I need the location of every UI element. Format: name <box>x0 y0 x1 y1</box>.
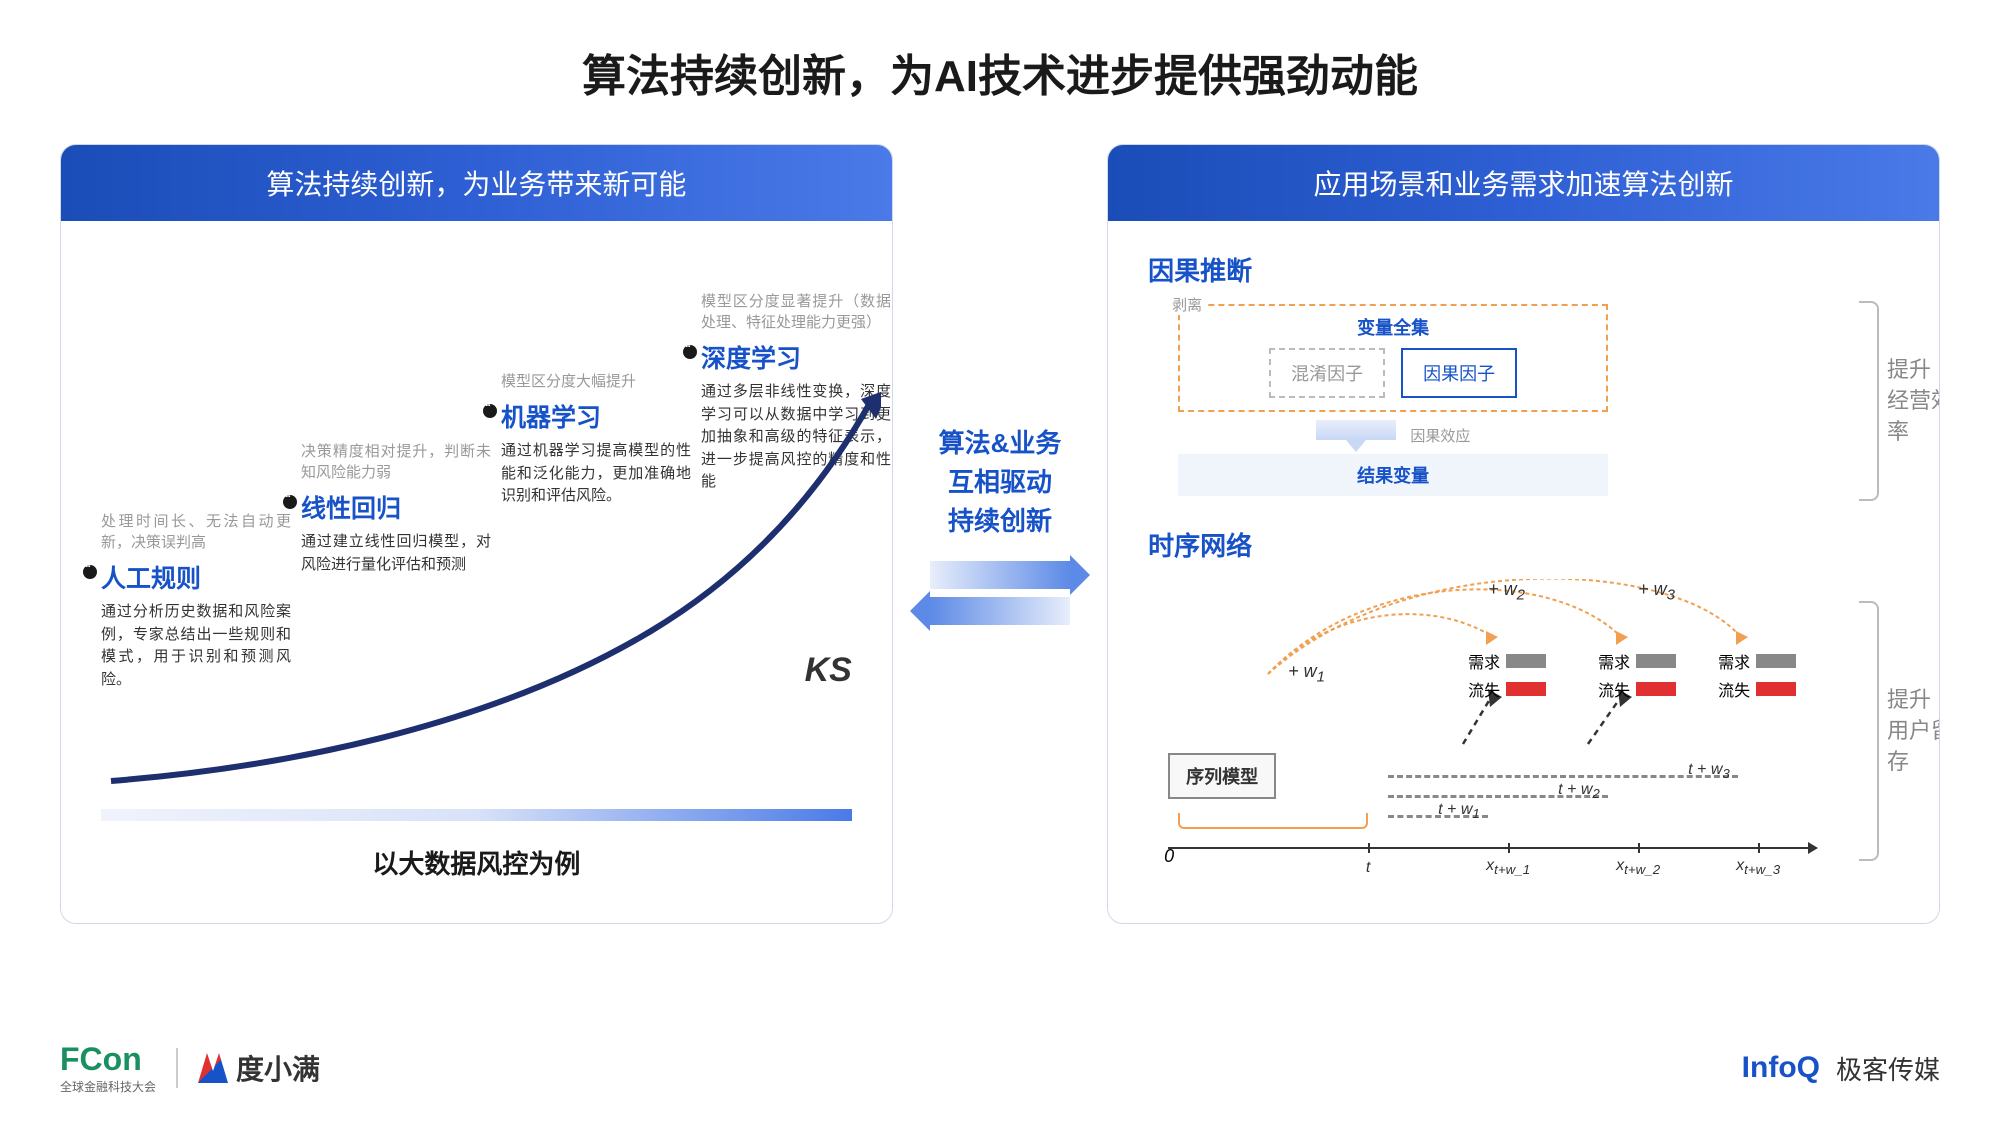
axis-tick <box>1368 843 1370 853</box>
left-panel-body: 处理时间长、无法自动更新，决策误判高 人工规则 通过分析历史数据和风险案例，专家… <box>61 221 892 921</box>
stage-note: 模型区分度显著提升（数据处理、特征处理能力更强） <box>701 291 891 333</box>
left-panel: 算法持续创新，为业务带来新可能 处理时间长、无法自动更新，决策误判高 人工规则 … <box>60 144 893 924</box>
time-segment-label: t + w1 <box>1438 801 1480 821</box>
time-segment-label: t + w3 <box>1688 761 1730 781</box>
baseline-label: 以大数据风控为例 <box>61 844 892 881</box>
arrow-right-icon <box>930 561 1070 589</box>
bracket-1-label: 提升经营效率 <box>1887 355 1940 447</box>
causal-factor: 因果因子 <box>1401 348 1517 398</box>
stage-title: 深度学习 <box>701 339 891 375</box>
bidirectional-arrows <box>913 561 1087 625</box>
orange-bracket <box>1178 813 1368 829</box>
w-label: + w2 <box>1488 579 1525 604</box>
axis-tick <box>1508 843 1510 853</box>
peel-label: 剥离 <box>1168 294 1206 315</box>
ks-label: KS <box>805 651 852 690</box>
axis-tick <box>1638 843 1640 853</box>
growth-curve <box>101 371 881 791</box>
tick-label: xt+w_1 <box>1486 857 1530 877</box>
footer-left-logos: FCon 全球金融科技大会 度小满 <box>60 1041 320 1095</box>
demand-loss-block: 需求 流失 <box>1468 649 1546 705</box>
w-label: + w3 <box>1638 579 1675 604</box>
sequence-model-box: 序列模型 <box>1168 753 1276 799</box>
fcon-logo: FCon 全球金融科技大会 <box>60 1041 156 1095</box>
variable-set-box: 剥离 变量全集 混淆因子 因果因子 <box>1178 304 1608 412</box>
bracket-2: 提升用户留存 <box>1859 601 1879 861</box>
bracket-1: 提升经营效率 <box>1859 301 1879 501</box>
duxiaoman-logo: 度小满 <box>198 1048 320 1088</box>
right-panel: 应用场景和业务需求加速算法创新 因果推断 剥离 变量全集 混淆因子 因果因子 因… <box>1107 144 1940 924</box>
middle-column: 算法&业务互相驱动持续创新 <box>913 144 1087 625</box>
right-panel-body: 因果推断 剥离 变量全集 混淆因子 因果因子 因果效应 结果变量 提升经营效率 <box>1108 221 1939 921</box>
temporal-title: 时序网络 <box>1148 526 1899 563</box>
bracket-2-label: 提升用户留存 <box>1887 685 1940 777</box>
time-axis <box>1168 847 1808 849</box>
footer-right-logos: InfoQ 极客传媒 <box>1742 1050 1940 1087</box>
content-area: 算法持续创新，为业务带来新可能 处理时间长、无法自动更新，决策误判高 人工规则 … <box>0 104 2000 924</box>
time-segment-label: t + w2 <box>1558 781 1600 801</box>
varset-label: 变量全集 <box>1192 314 1594 340</box>
jike-logo: 极客传媒 <box>1836 1050 1940 1087</box>
right-panel-header: 应用场景和业务需求加速算法创新 <box>1108 145 1939 221</box>
baseline-bar <box>101 809 852 821</box>
down-arrow-icon: 因果效应 <box>1178 420 1608 446</box>
tick-label: xt+w_3 <box>1736 857 1780 877</box>
axis-tick <box>1758 843 1760 853</box>
effect-label: 因果效应 <box>1410 428 1470 445</box>
arrow-left-icon <box>930 597 1070 625</box>
demand-loss-block: 需求 流失 <box>1718 649 1796 705</box>
tick-label: xt+w_2 <box>1616 857 1660 877</box>
temporal-diagram: 序列模型 0 txt+w_1xt+w_2xt+w_3+ w1+ w2+ w3需求… <box>1168 579 1899 859</box>
confounding-factor: 混淆因子 <box>1269 348 1385 398</box>
demand-loss-block: 需求 流失 <box>1598 649 1676 705</box>
temporal-section: 时序网络 序列模型 <box>1148 526 1899 859</box>
result-variable: 结果变量 <box>1178 454 1608 496</box>
left-panel-header: 算法持续创新，为业务带来新可能 <box>61 145 892 221</box>
slide-title: 算法持续创新，为AI技术进步提供强劲动能 <box>0 0 2000 104</box>
duxiaoman-icon <box>198 1053 228 1083</box>
tick-label: t <box>1366 859 1370 877</box>
time-segment <box>1388 775 1738 779</box>
causal-diagram: 剥离 变量全集 混淆因子 因果因子 因果效应 结果变量 <box>1178 304 1899 496</box>
infoq-logo: InfoQ <box>1742 1051 1820 1085</box>
axis-origin: 0 <box>1164 846 1174 867</box>
causal-title: 因果推断 <box>1148 251 1899 288</box>
footer: FCon 全球金融科技大会 度小满 InfoQ 极客传媒 <box>60 1041 1940 1095</box>
logo-divider <box>176 1048 178 1088</box>
middle-text: 算法&业务互相驱动持续创新 <box>913 424 1087 541</box>
w-label: + w1 <box>1288 661 1325 686</box>
